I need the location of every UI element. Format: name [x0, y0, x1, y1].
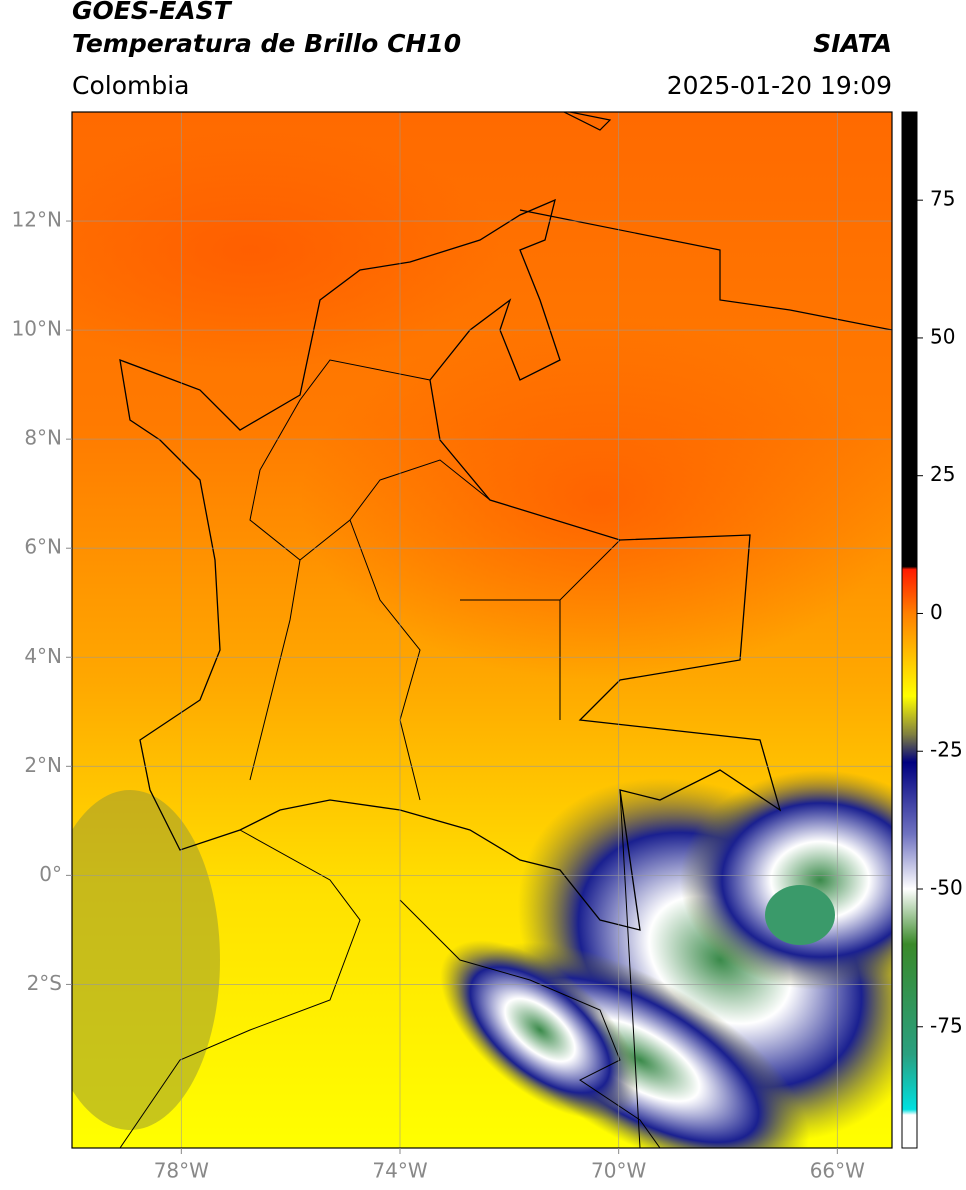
imagery — [72, 112, 892, 1148]
cloud-area — [72, 790, 220, 1130]
colorbar — [901, 111, 918, 1149]
colorbar-tick-label: 75 — [930, 187, 955, 211]
colorbar-tick-label: 50 — [930, 324, 955, 348]
cloud-area — [680, 770, 892, 990]
region: Colombia — [72, 71, 189, 100]
datetime: 2025-01-20 19:09 — [667, 71, 892, 100]
cloud-core — [765, 885, 835, 945]
x-tick-label: 70°W — [591, 1159, 646, 1183]
y-tick-label: 10°N — [12, 317, 62, 341]
title: GOES-EAST — [72, 0, 233, 25]
y-tick-label: 2°S — [27, 971, 62, 995]
y-tick-label: 6°N — [24, 535, 62, 559]
y-tick-label: 4°N — [24, 644, 62, 668]
country-border — [119, 198, 782, 931]
colorbar-tick-label: -75 — [930, 1013, 963, 1037]
x-tick-label: 78°W — [154, 1159, 209, 1183]
y-tick-label: 0° — [39, 862, 62, 886]
x-tick-label: 66°W — [810, 1159, 865, 1183]
colorbar-tick-label: 0 — [930, 600, 943, 624]
y-tick-label: 8°N — [24, 426, 62, 450]
y-tick-label: 2°N — [24, 753, 62, 777]
department-border — [119, 359, 661, 1148]
x-tick-label: 74°W — [372, 1159, 427, 1183]
colorbar-tick-label: 25 — [930, 462, 955, 486]
y-tick-label: 12°N — [12, 208, 62, 232]
source: SIATA — [813, 29, 892, 58]
subtitle: Temperatura de Brillo CH10 — [72, 29, 461, 58]
colorbar-tick-label: -50 — [930, 876, 963, 900]
map-frame — [71, 111, 893, 1149]
colorbar-tick-label: -25 — [930, 738, 963, 762]
coastline — [519, 112, 892, 331]
warm-area — [72, 130, 500, 370]
warm-area — [300, 320, 892, 680]
